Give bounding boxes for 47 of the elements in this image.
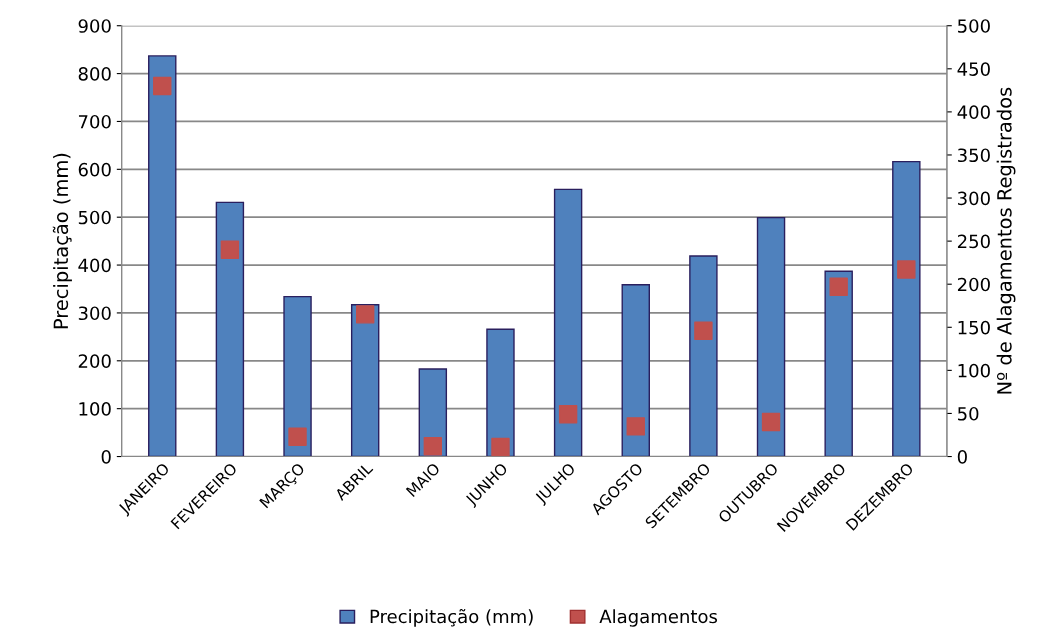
- bar: [689, 255, 718, 457]
- bar: [148, 55, 177, 457]
- bar: [824, 270, 853, 457]
- legend-label: Alagamentos: [599, 609, 718, 627]
- point: [355, 305, 375, 324]
- point: [153, 76, 172, 96]
- point: [626, 417, 645, 436]
- point: [761, 412, 781, 432]
- y2-axis-title: Nº de Alagamentos Registrados: [996, 87, 1016, 394]
- y2-tick-label: 50: [958, 406, 979, 421]
- y2-tick-label: 100: [958, 363, 990, 378]
- y2-tick-label: 200: [957, 277, 990, 292]
- bar: [553, 188, 583, 457]
- point: [288, 427, 307, 446]
- y-tick-label: 300: [78, 306, 111, 321]
- y-axis-title: Precipitação (mm): [52, 153, 72, 329]
- bar: [621, 283, 650, 457]
- y2-tick-label: 150: [958, 320, 990, 335]
- y2-tick-label: 300: [958, 191, 990, 206]
- y2-tick-label: 350: [958, 148, 990, 163]
- bar: [892, 160, 921, 457]
- y2-tick-label: 450: [957, 62, 990, 76]
- y-tick-label: 700: [78, 114, 111, 129]
- y2-tick-label: 250: [957, 234, 990, 249]
- point: [829, 277, 848, 296]
- y-tick-label: 800: [78, 67, 111, 81]
- point: [558, 405, 578, 424]
- y-tick-label: 400: [78, 258, 111, 273]
- y-tick-label: 600: [78, 162, 111, 177]
- y-tick-label: 200: [78, 354, 111, 368]
- y-tick-label: 500: [78, 210, 111, 225]
- bar: [283, 295, 312, 457]
- bar: [215, 201, 245, 457]
- point: [897, 260, 916, 279]
- point: [423, 436, 443, 456]
- point: [220, 240, 240, 259]
- point: [491, 437, 510, 457]
- y-tick-label: 100: [79, 402, 111, 416]
- bar: [756, 216, 786, 457]
- point: [694, 321, 713, 340]
- bar: [350, 304, 380, 457]
- y2-tick-label: 500: [958, 19, 990, 33]
- y-tick-label: 0: [101, 449, 111, 464]
- y-tick-label: 900: [78, 19, 111, 33]
- legend-label: Precipitação (mm): [370, 608, 533, 627]
- y2-tick-label: 400: [957, 105, 990, 119]
- y2-tick-label: 0: [957, 449, 967, 464]
